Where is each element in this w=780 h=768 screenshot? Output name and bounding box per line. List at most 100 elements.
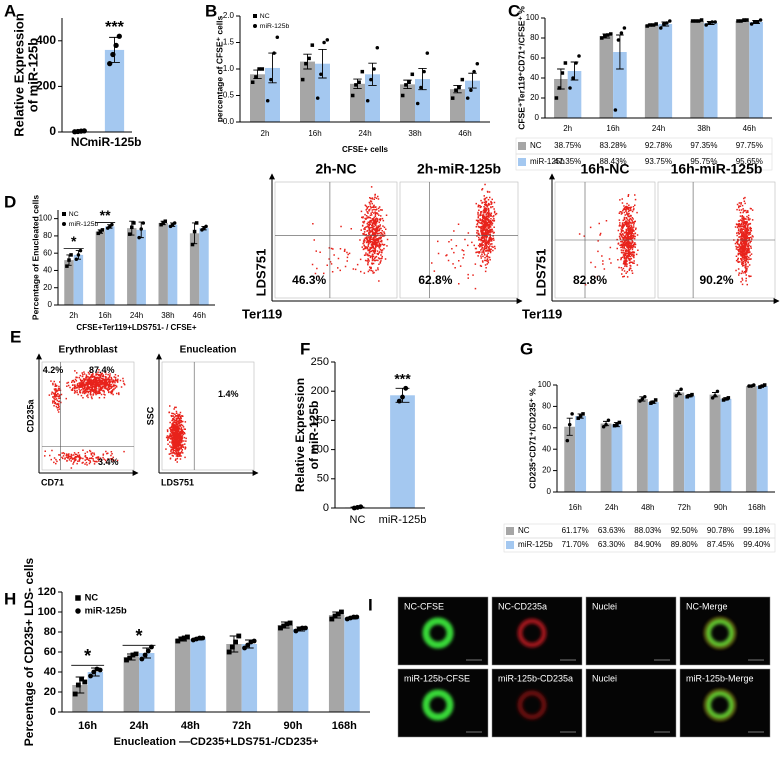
- y-axis-label: percentage of CFSE⁺ cells: [214, 15, 224, 122]
- data-point: [570, 412, 574, 416]
- data-point: [350, 93, 355, 98]
- data-point: [721, 398, 726, 402]
- data-point: [372, 67, 376, 71]
- data-point: [127, 232, 132, 236]
- cell-ring: [517, 618, 547, 648]
- data-point: [265, 99, 270, 103]
- data-point: [107, 60, 113, 67]
- y-tick-label: 0: [547, 487, 552, 496]
- table-cell: 88.03%: [634, 526, 661, 535]
- y-tick-label: 40: [44, 666, 56, 678]
- y-tick-label: 60: [43, 248, 52, 257]
- data-point: [260, 67, 265, 71]
- legend-marker: [62, 212, 66, 216]
- data-point: [690, 392, 694, 397]
- data-point: [454, 88, 458, 92]
- panel-letter: C: [508, 1, 520, 20]
- table-cell: 97.75%: [736, 141, 763, 150]
- x-tick-label: 48h: [181, 720, 200, 732]
- image-label: miR-125b-CFSE: [404, 673, 470, 683]
- bar: [64, 260, 74, 305]
- bar: [636, 398, 648, 492]
- table-cell: 84.90%: [634, 540, 661, 549]
- data-point: [404, 83, 408, 87]
- y-axis-label: Relative Expression: [293, 378, 307, 492]
- data-point: [233, 639, 238, 645]
- data-point: [139, 656, 145, 662]
- bar: [575, 416, 587, 492]
- y-axis-label: of miR-125b: [25, 38, 40, 112]
- image-label: Nuclei: [592, 673, 617, 683]
- data-point: [606, 33, 610, 37]
- data-point: [137, 235, 141, 240]
- x-tick-label: NC: [350, 514, 366, 526]
- panel-letter: H: [4, 589, 16, 608]
- data-point: [469, 88, 473, 92]
- gate-percent: 87.4%: [89, 365, 115, 375]
- x-axis-label: Ter119: [522, 306, 562, 321]
- y-tick-label: 100: [538, 380, 552, 389]
- data-point: [674, 393, 679, 398]
- y-tick-label: 60: [542, 423, 551, 432]
- data-point: [563, 61, 568, 65]
- data-point: [250, 80, 255, 85]
- flow-group: E Erythroblast 4.2% 87.4% 3.4% CD235a CD71: [10, 327, 139, 487]
- data-point: [662, 22, 666, 26]
- x-tick-label: 24h: [130, 311, 143, 320]
- flow-events: [44, 369, 126, 469]
- data-point: [110, 222, 114, 227]
- flow-group: 2h-NC 46.3% 2h-miR-125b 62.8% LDS751 Ter119: [242, 161, 523, 321]
- data-point: [192, 229, 197, 234]
- data-point: [190, 242, 195, 247]
- legend-label: miR-125b: [85, 605, 127, 615]
- data-point: [142, 652, 148, 658]
- flow-title: 16h-miR-125b: [671, 161, 763, 177]
- table-swatch: [506, 527, 514, 535]
- data-point: [145, 648, 151, 654]
- y-tick-label: 250: [311, 356, 329, 368]
- table-row-bg: [503, 537, 776, 553]
- data-point: [651, 400, 656, 404]
- data-point: [560, 71, 565, 75]
- data-point: [752, 20, 757, 24]
- flow-group: Enucleation 1.4% SSC LDS751: [145, 345, 259, 487]
- y-tick-label: 80: [530, 33, 539, 42]
- significance-label: *: [84, 646, 91, 666]
- data-point: [762, 383, 767, 387]
- data-point: [272, 51, 276, 55]
- data-point: [98, 229, 103, 234]
- y-tick-label: 2.0: [223, 11, 235, 20]
- data-point: [310, 43, 315, 47]
- bar: [720, 398, 732, 492]
- data-point: [245, 642, 251, 648]
- data-point: [567, 422, 572, 427]
- bar: [600, 423, 612, 492]
- panel-letter: I: [368, 595, 373, 614]
- cell-ring: [517, 690, 547, 720]
- image-panel: I NC-CFSE NC-CD235a Nuclei NC-Merge miR-125b-…: [368, 595, 771, 738]
- y-tick-label: 200: [36, 79, 56, 93]
- y-tick-label: 20: [530, 93, 539, 102]
- micrograph: [679, 668, 771, 738]
- data-point: [141, 221, 146, 225]
- micrograph: [491, 668, 583, 738]
- image-label: miR-125b-Merge: [686, 673, 754, 683]
- table-cell: 87.45%: [707, 540, 734, 549]
- bar: [277, 625, 293, 712]
- y-tick-label: 40: [43, 266, 52, 275]
- data-point: [110, 51, 116, 58]
- legend-label: miR-125b: [69, 221, 99, 228]
- data-point: [606, 418, 611, 423]
- x-tick-label: 24h: [605, 503, 618, 512]
- bar: [745, 386, 757, 492]
- bar: [400, 84, 415, 122]
- data-point: [604, 422, 608, 427]
- y-tick-label: 0: [535, 113, 540, 122]
- data-point: [69, 253, 73, 257]
- data-point: [354, 83, 358, 87]
- data-point: [736, 19, 740, 23]
- bar: [703, 23, 718, 118]
- micrograph: [491, 596, 583, 666]
- x-tick-label: 24h: [652, 124, 665, 133]
- x-tick-label: 2h: [261, 129, 270, 138]
